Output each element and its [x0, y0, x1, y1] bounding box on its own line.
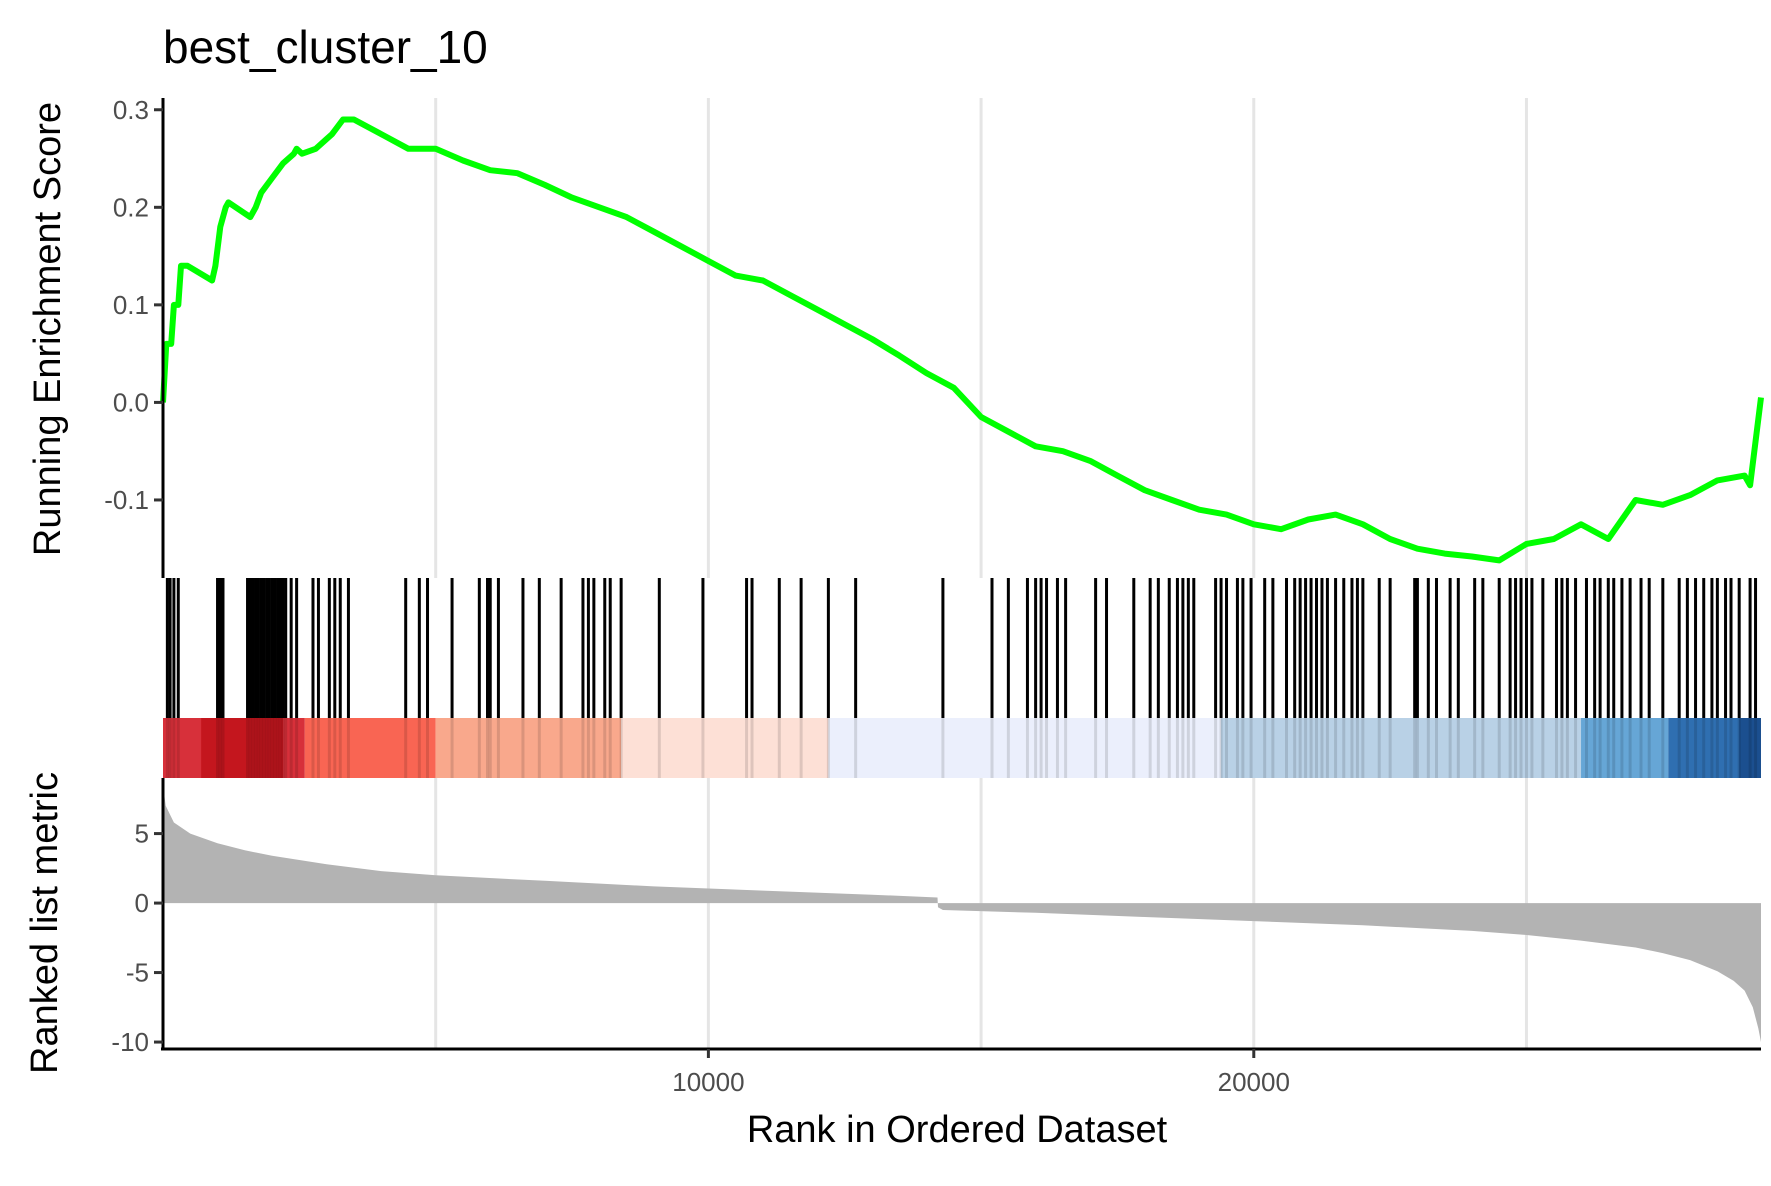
- rank-color-band: [304, 718, 436, 778]
- gene-hits-panel: [163, 578, 1761, 778]
- rank-color-band: [621, 718, 829, 778]
- axes: 0.3 0.2 0.1 0.0 -0.1 5 0 -5 -10 10000 20000: [104, 95, 1761, 1097]
- es-y-tick-label: 0.1: [113, 290, 149, 320]
- metric-y-axis-title: Ranked list metric: [24, 772, 66, 1074]
- rank-color-band: [1221, 718, 1582, 778]
- x-axis-title: Rank in Ordered Dataset: [747, 1109, 1168, 1151]
- x-tick-label: 10000: [672, 1067, 744, 1097]
- rank-color-band: [1739, 718, 1761, 778]
- rank-color-band: [201, 718, 283, 778]
- metric-y-tick-label: -10: [111, 1027, 149, 1057]
- metric-y-tick-label: 5: [135, 819, 149, 849]
- running-es-panel: [160, 116, 1764, 564]
- es-y-axis-title: Running Enrichment Score: [27, 102, 69, 556]
- rank-color-band: [435, 718, 622, 778]
- chart-title: best_cluster_10: [163, 21, 488, 73]
- running-es-line: [160, 116, 1764, 564]
- ranked-metric-area: [163, 784, 1761, 1043]
- metric-y-tick-label: 0: [135, 888, 149, 918]
- rank-color-band: [1581, 718, 1669, 778]
- metric-y-tick-label: -5: [126, 958, 149, 988]
- gridlines: [434, 98, 1528, 1049]
- rank-color-band: [828, 718, 1222, 778]
- x-tick-label: 20000: [1218, 1067, 1290, 1097]
- es-y-tick-label: 0.0: [113, 387, 149, 417]
- es-y-tick-label: 0.3: [113, 95, 149, 125]
- es-y-tick-label: -0.1: [104, 485, 149, 515]
- es-y-tick-label: 0.2: [113, 192, 149, 222]
- ranked-metric-panel: [163, 784, 1761, 1043]
